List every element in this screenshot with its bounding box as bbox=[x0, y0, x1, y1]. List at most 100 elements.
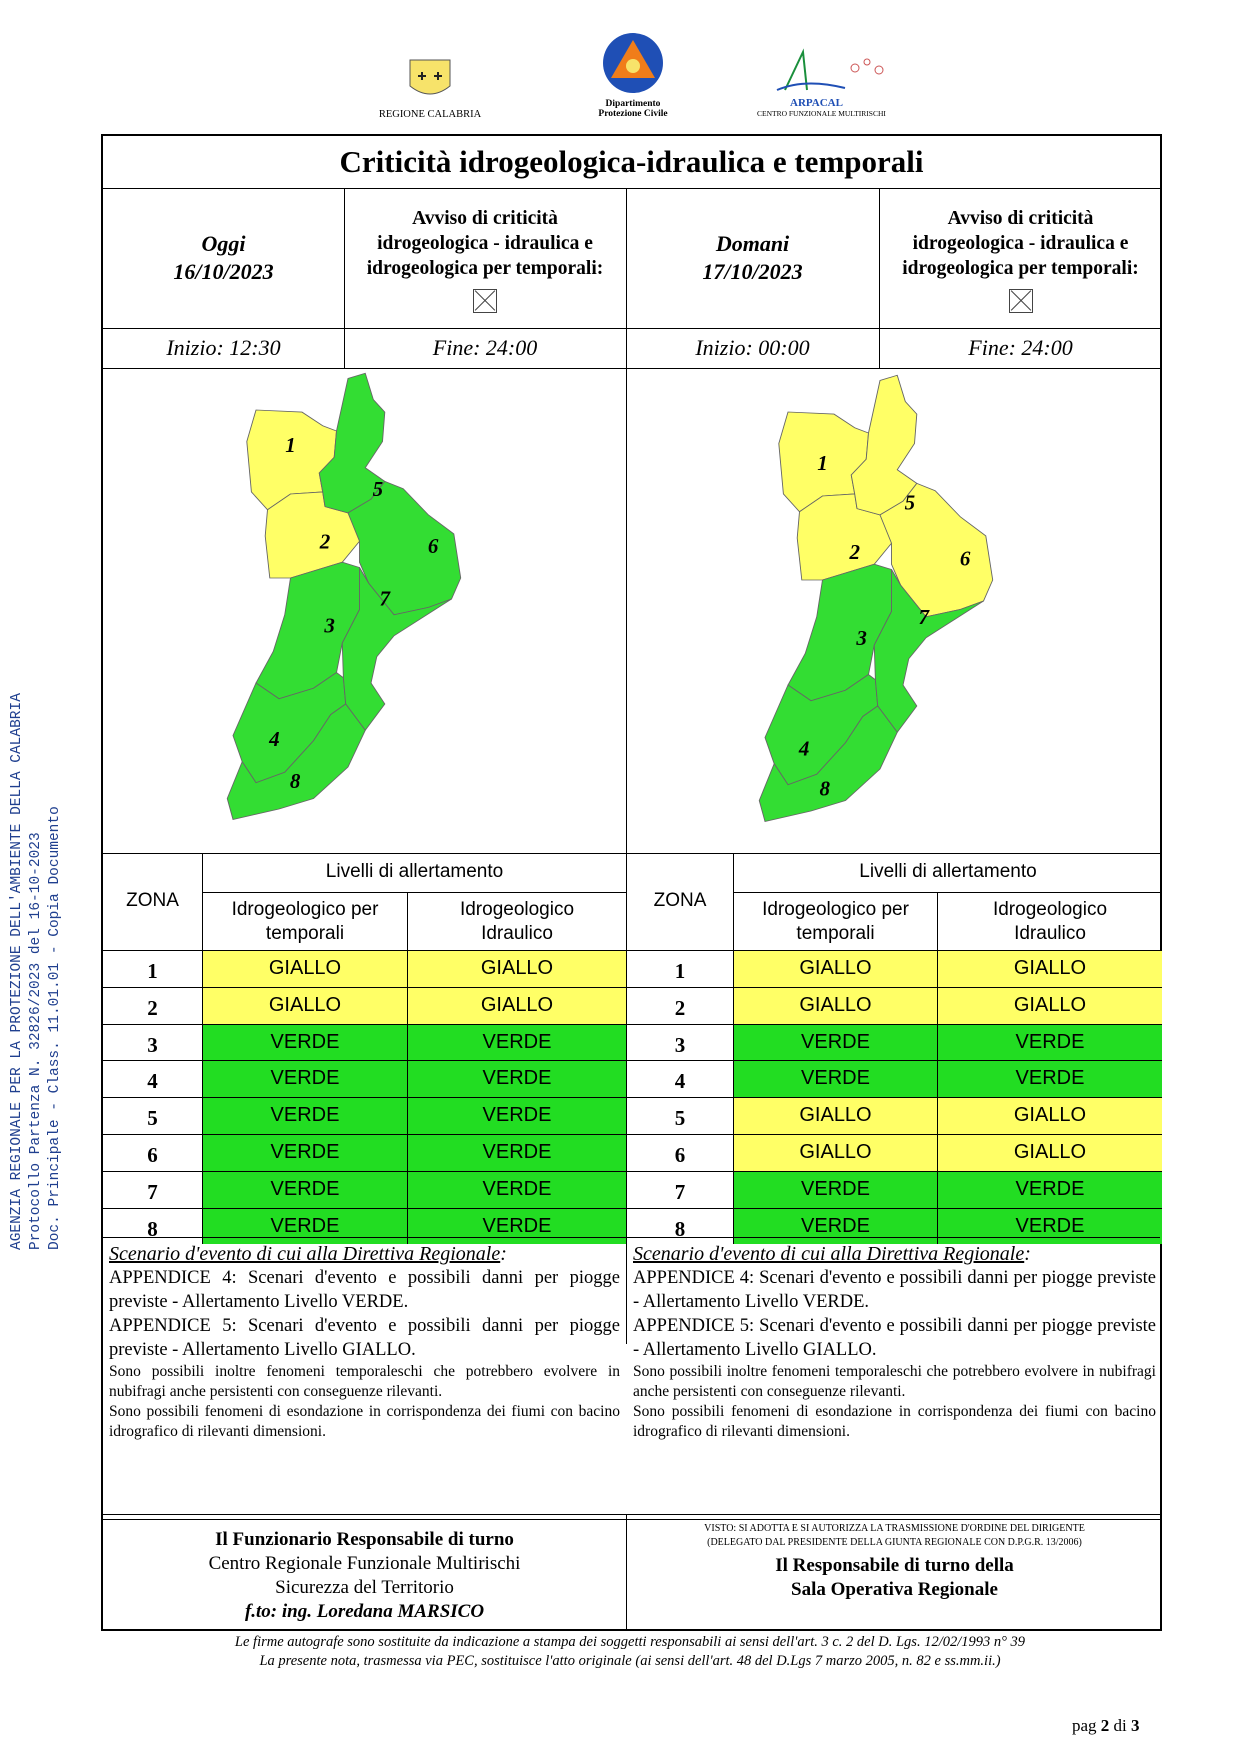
day-name: Domani bbox=[715, 231, 790, 256]
level-temporali-cell: VERDE bbox=[733, 1060, 937, 1098]
sig-visto: VISTO: SI ADOTTA E SI AUTORIZZA LA TRASM… bbox=[704, 1523, 1085, 1534]
col-idraulico-header: Idrogeologico Idraulico bbox=[407, 893, 626, 950]
zone-number: 8 bbox=[627, 1207, 733, 1245]
zone-label: 8 bbox=[290, 769, 301, 793]
level-temporali-cell: GIALLO bbox=[733, 1134, 937, 1171]
day-date: 17/10/2023 bbox=[702, 259, 803, 284]
level-idraulico-cell: GIALLO bbox=[937, 1097, 1162, 1134]
zone-label: 7 bbox=[918, 605, 930, 629]
day-today-label: Oggi 16/10/2023 bbox=[103, 230, 344, 286]
protezione-line1: Dipartimento bbox=[605, 99, 661, 109]
level-idraulico-cell: VERDE bbox=[937, 1023, 1162, 1061]
livelli-header: Livelli di allertamento bbox=[202, 853, 626, 893]
avviso-line: Avviso di criticità bbox=[947, 208, 1094, 229]
arpacal-name: ARPACAL bbox=[790, 97, 843, 109]
header-line: Idraulico bbox=[1014, 923, 1086, 944]
zone-number: 1 bbox=[627, 950, 733, 987]
zone-label: 1 bbox=[817, 451, 828, 475]
level-idraulico-cell: VERDE bbox=[937, 1060, 1162, 1098]
level-temporali-cell: VERDE bbox=[202, 1170, 407, 1208]
page-title: Criticità idrogeologica-idraulica e temp… bbox=[103, 136, 1160, 189]
zone-number: 1 bbox=[103, 950, 202, 987]
zone-label: 3 bbox=[855, 626, 867, 650]
sig-role: Il Funzionario Responsabile di turno bbox=[215, 1529, 514, 1550]
page-number: pag 2 di 3 bbox=[1072, 1716, 1140, 1735]
zone-number: 6 bbox=[103, 1134, 202, 1171]
day-date: 16/10/2023 bbox=[173, 259, 274, 284]
scenario-note2: Sono possibili fenomeni di esondazione i… bbox=[109, 1403, 620, 1440]
scenario-app5: APPENDICE 5: Scenari d'evento e possibil… bbox=[633, 1316, 1156, 1360]
zone-label: 6 bbox=[428, 534, 439, 558]
avviso-checkbox bbox=[473, 289, 497, 313]
level-temporali-cell: VERDE bbox=[733, 1023, 937, 1061]
arpacal-wave-icon bbox=[776, 48, 884, 91]
zone-number: 8 bbox=[103, 1207, 202, 1245]
zone-8-area bbox=[226, 703, 366, 821]
zone-label: 2 bbox=[848, 540, 860, 564]
alert-table-tomorrow: ZONA Livelli di allertamento Idrogeologico… bbox=[627, 853, 1162, 1245]
footer-note: Le firme autografe sono sostituite da in… bbox=[100, 1633, 1160, 1671]
col-temporali-header: Idrogeologico per temporali bbox=[733, 893, 937, 950]
zone-label: 1 bbox=[285, 433, 296, 457]
map-today: 1 2 3 4 5 6 7 8 bbox=[226, 372, 462, 821]
zone-7-area bbox=[873, 569, 984, 733]
start-time-tomorrow: Inizio: 00:00 bbox=[695, 335, 810, 360]
end-time-today: Fine: 24:00 bbox=[432, 335, 538, 360]
header-line: Idraulico bbox=[481, 923, 553, 944]
avviso-today: Avviso di criticità idrogeologica - idra… bbox=[344, 206, 626, 313]
protocol-stamp: AGENZIA REGIONALE PER LA PROTEZIONE DELL… bbox=[8, 490, 65, 1250]
scenario-app5: APPENDICE 5: Scenari d'evento e possibil… bbox=[109, 1316, 620, 1360]
scenario-note1: Sono possibili inoltre fenomeni temporal… bbox=[633, 1363, 1156, 1400]
level-temporali-cell: VERDE bbox=[202, 1097, 407, 1134]
avviso-line: idrogeologica - idraulica e bbox=[912, 233, 1129, 254]
end-time-tomorrow: Fine: 24:00 bbox=[968, 335, 1073, 360]
map-tomorrow: 1 2 3 4 5 6 7 8 bbox=[758, 374, 994, 823]
level-temporali-cell: VERDE bbox=[202, 1023, 407, 1061]
avviso-line: Avviso di criticità bbox=[412, 208, 558, 229]
protezione-civile-icon bbox=[603, 33, 663, 93]
level-idraulico-cell: VERDE bbox=[407, 1097, 626, 1134]
arpacal-logo: ARPACAL CENTRO FUNZIONALE MULTIRISCHI bbox=[755, 48, 915, 118]
bulletin-frame: Criticità idrogeologica-idraulica e temp… bbox=[101, 134, 1162, 1631]
zone-label: 2 bbox=[319, 530, 331, 554]
protezione-civile-logo: Dipartimento Protezione Civile bbox=[585, 32, 681, 122]
avviso-line: idrogeologica - idraulica e bbox=[377, 233, 593, 254]
level-temporali-cell: GIALLO bbox=[202, 950, 407, 987]
signature-left: Il Funzionario Responsabile di turno Cen… bbox=[103, 1528, 626, 1624]
zone-number: 2 bbox=[103, 986, 202, 1024]
header-line: Idrogeologico per bbox=[231, 899, 379, 920]
level-temporali-cell: VERDE bbox=[202, 1060, 407, 1098]
regione-shield-icon bbox=[409, 59, 451, 95]
stamp-line: Protocollo Partenza N. 32826/2023 del 16… bbox=[28, 832, 44, 1250]
day-tomorrow-label: Domani 17/10/2023 bbox=[626, 230, 879, 286]
level-temporali-cell: VERDE bbox=[202, 1134, 407, 1171]
protezione-line2: Protezione Civile bbox=[598, 109, 668, 119]
scenario-app4: APPENDICE 4: Scenari d'evento e possibil… bbox=[109, 1268, 620, 1312]
zone-label: 4 bbox=[798, 736, 810, 760]
zone-number: 7 bbox=[627, 1170, 733, 1208]
zona-header: ZONA bbox=[126, 890, 179, 911]
zone-number: 5 bbox=[627, 1097, 733, 1134]
level-idraulico-cell: GIALLO bbox=[937, 950, 1162, 987]
header-line: temporali bbox=[796, 923, 875, 944]
level-idraulico-cell: GIALLO bbox=[937, 1134, 1162, 1171]
zone-number: 5 bbox=[103, 1097, 202, 1134]
level-idraulico-cell: VERDE bbox=[407, 1023, 626, 1061]
regione-calabria-logo: REGIONE CALABRIA bbox=[360, 56, 500, 120]
stamp-line: AGENZIA REGIONALE PER LA PROTEZIONE DELL… bbox=[9, 693, 25, 1250]
col-temporali-header: Idrogeologico per temporali bbox=[202, 893, 407, 950]
zone-number: 3 bbox=[627, 1023, 733, 1061]
avviso-checkbox bbox=[1008, 289, 1033, 313]
header-line: temporali bbox=[265, 923, 345, 944]
sig-signer: f.to: ing. Loredana MARSICO bbox=[244, 1601, 485, 1622]
level-temporali-cell: GIALLO bbox=[733, 950, 937, 987]
scenario-heading: Scenario d'evento di cui alla Direttiva … bbox=[109, 1243, 507, 1265]
sig-dept: Sicurezza del Territorio bbox=[275, 1577, 454, 1598]
zone-label: 6 bbox=[960, 546, 971, 570]
zone-label: 5 bbox=[905, 491, 916, 515]
zone-label: 3 bbox=[323, 614, 335, 638]
level-idraulico-cell: VERDE bbox=[407, 1134, 626, 1171]
level-idraulico-cell: VERDE bbox=[937, 1170, 1162, 1208]
col-idraulico-header: Idrogeologico Idraulico bbox=[937, 893, 1162, 950]
alert-table-today: ZONA Livelli di allertamento Idrogeologico… bbox=[103, 853, 626, 1245]
